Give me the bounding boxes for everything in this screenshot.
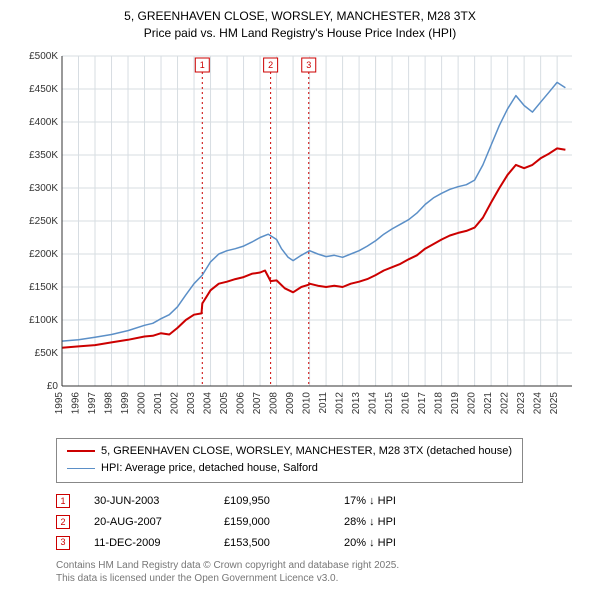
sale-price: £153,500 (224, 533, 344, 554)
title-line1: 5, GREENHAVEN CLOSE, WORSLEY, MANCHESTER… (20, 8, 580, 25)
sale-date: 11-DEC-2009 (94, 533, 224, 554)
sales-table: 1 30-JUN-2003 £109,950 17% ↓ HPI 2 20-AU… (56, 491, 580, 554)
sale-price: £109,950 (224, 491, 344, 512)
table-row: 3 11-DEC-2009 £153,500 20% ↓ HPI (56, 533, 580, 554)
svg-text:£100K: £100K (29, 315, 58, 326)
svg-text:2016: 2016 (401, 391, 412, 414)
svg-text:£450K: £450K (29, 84, 58, 95)
chart-plot: £0 £50K £100K £150K £200K £250K £300K £350K £400… (20, 50, 580, 430)
footer-credits: Contains HM Land Registry data © Crown c… (56, 559, 580, 585)
svg-text:£500K: £500K (29, 51, 58, 62)
svg-text:2004: 2004 (203, 391, 214, 414)
svg-text:1995: 1995 (54, 391, 65, 414)
svg-text:2010: 2010 (302, 391, 313, 414)
legend-row: 5, GREENHAVEN CLOSE, WORSLEY, MANCHESTER… (67, 443, 512, 461)
svg-text:£200K: £200K (29, 249, 58, 260)
legend-swatch (67, 468, 95, 469)
svg-text:2001: 2001 (153, 391, 164, 414)
marker-badge: 3 (56, 536, 70, 550)
legend-label: HPI: Average price, detached house, Salf… (101, 460, 318, 478)
svg-text:1996: 1996 (71, 391, 82, 414)
svg-text:1999: 1999 (120, 391, 131, 414)
legend-row: HPI: Average price, detached house, Salf… (67, 460, 512, 478)
sale-diff: 28% ↓ HPI (344, 512, 464, 533)
footer-line2: This data is licensed under the Open Gov… (56, 572, 580, 585)
svg-text:3: 3 (306, 60, 311, 70)
svg-text:£250K: £250K (29, 216, 58, 227)
svg-text:2021: 2021 (483, 391, 494, 414)
svg-text:1997: 1997 (87, 391, 98, 414)
svg-text:£300K: £300K (29, 183, 58, 194)
sale-date: 20-AUG-2007 (94, 512, 224, 533)
table-row: 2 20-AUG-2007 £159,000 28% ↓ HPI (56, 512, 580, 533)
sale-diff: 20% ↓ HPI (344, 533, 464, 554)
svg-text:2022: 2022 (500, 391, 511, 414)
svg-text:2014: 2014 (368, 391, 379, 414)
sale-date: 30-JUN-2003 (94, 491, 224, 512)
svg-text:2012: 2012 (335, 391, 346, 414)
svg-text:£350K: £350K (29, 150, 58, 161)
chart-container: 5, GREENHAVEN CLOSE, WORSLEY, MANCHESTER… (0, 0, 600, 595)
marker-badge: 2 (56, 515, 70, 529)
svg-text:2003: 2003 (186, 391, 197, 414)
sale-price: £159,000 (224, 512, 344, 533)
svg-text:2019: 2019 (450, 391, 461, 414)
svg-text:2011: 2011 (318, 391, 329, 413)
chart-svg: £0 £50K £100K £150K £200K £250K £300K £350K £400… (20, 50, 580, 430)
title-line2: Price paid vs. HM Land Registry's House … (20, 25, 580, 42)
svg-text:£50K: £50K (35, 348, 59, 359)
svg-text:2: 2 (268, 60, 273, 70)
svg-text:2002: 2002 (170, 391, 181, 414)
svg-text:2008: 2008 (269, 391, 280, 414)
svg-text:2017: 2017 (417, 391, 428, 414)
sale-diff: 17% ↓ HPI (344, 491, 464, 512)
footer-line1: Contains HM Land Registry data © Crown c… (56, 559, 580, 572)
svg-text:2005: 2005 (219, 391, 230, 414)
svg-text:2013: 2013 (351, 391, 362, 414)
svg-text:2006: 2006 (236, 391, 247, 414)
legend-swatch (67, 450, 95, 452)
chart-title: 5, GREENHAVEN CLOSE, WORSLEY, MANCHESTER… (20, 8, 580, 42)
svg-text:1: 1 (200, 60, 205, 70)
legend-label: 5, GREENHAVEN CLOSE, WORSLEY, MANCHESTER… (101, 443, 512, 461)
svg-text:2023: 2023 (516, 391, 527, 414)
svg-text:2018: 2018 (434, 391, 445, 414)
svg-text:2020: 2020 (467, 391, 478, 414)
legend: 5, GREENHAVEN CLOSE, WORSLEY, MANCHESTER… (56, 438, 523, 483)
svg-text:2007: 2007 (252, 391, 263, 414)
svg-text:2009: 2009 (285, 391, 296, 414)
svg-text:£0: £0 (47, 381, 59, 392)
marker-badge: 1 (56, 494, 70, 508)
svg-text:£150K: £150K (29, 282, 58, 293)
svg-text:1998: 1998 (104, 391, 115, 414)
svg-text:£400K: £400K (29, 117, 58, 128)
svg-text:2015: 2015 (384, 391, 395, 414)
table-row: 1 30-JUN-2003 £109,950 17% ↓ HPI (56, 491, 580, 512)
svg-text:2000: 2000 (137, 391, 148, 414)
svg-text:2024: 2024 (533, 391, 544, 414)
svg-text:2025: 2025 (549, 391, 560, 414)
